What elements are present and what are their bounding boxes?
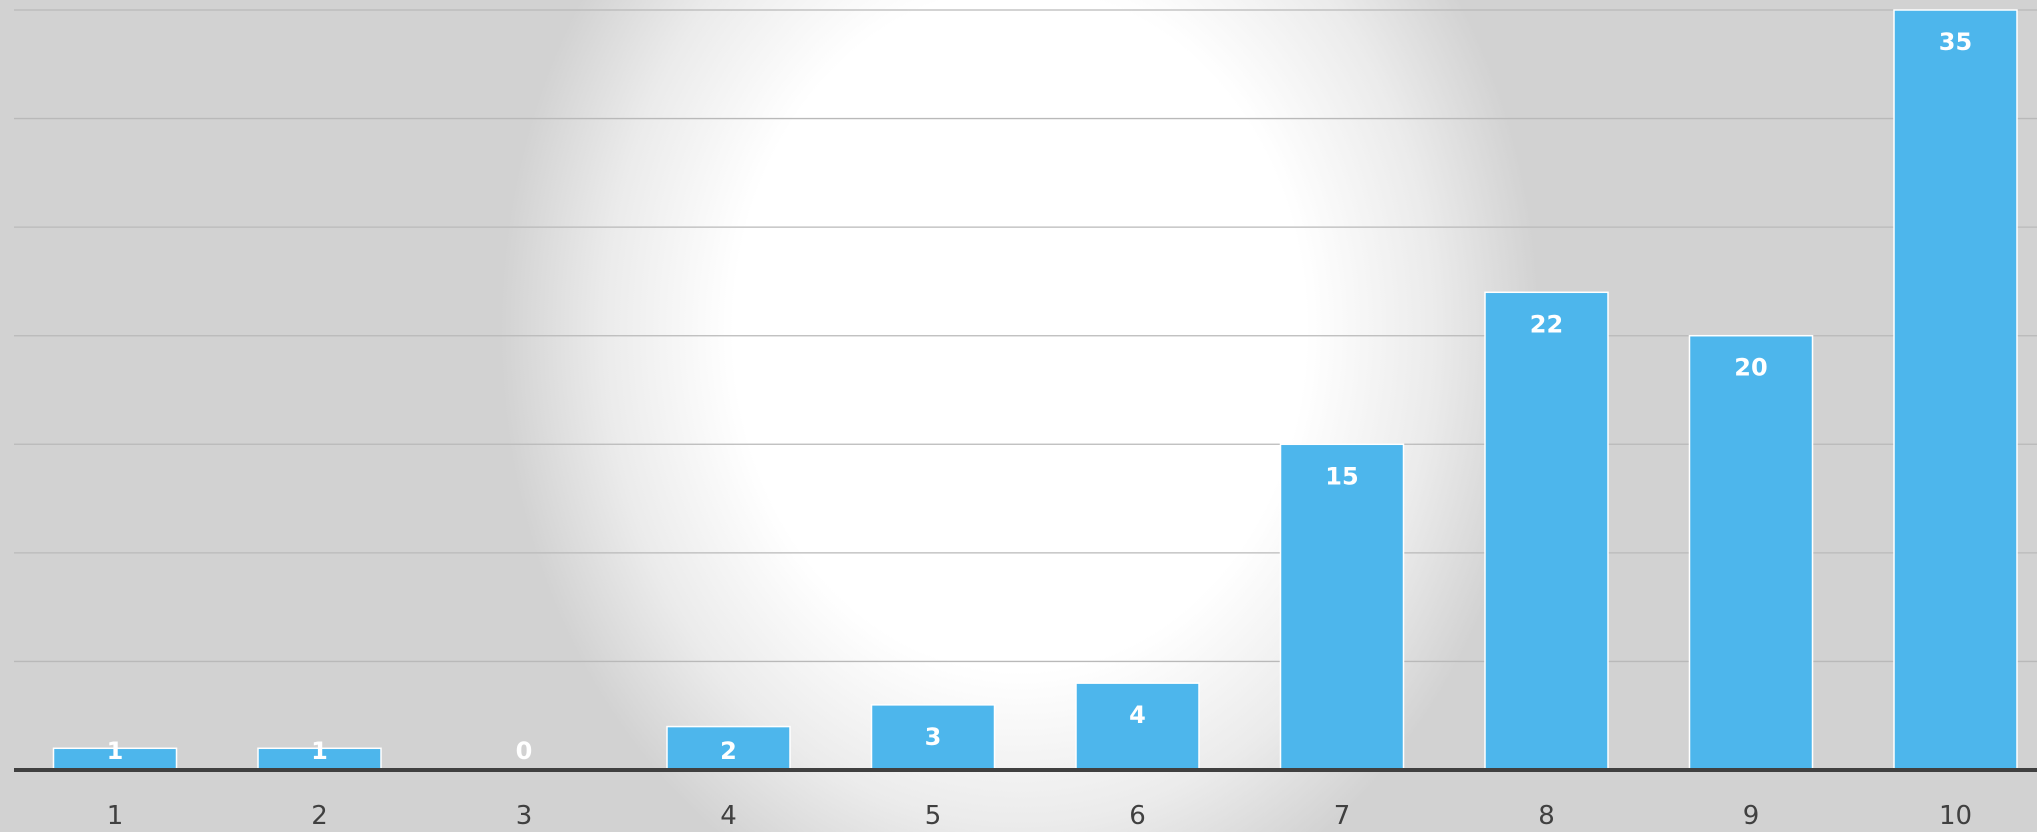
x-tick-label: 4	[720, 801, 737, 831]
gridlines	[14, 9, 2037, 663]
x-tick-label: 6	[1129, 801, 1146, 831]
x-tick-label: 2	[311, 801, 328, 831]
bar-data-label: 1	[311, 737, 328, 765]
bar	[1279, 443, 1405, 771]
x-tick-label: 5	[925, 801, 942, 831]
bar-data-label: 0	[516, 737, 533, 765]
x-tick-label: 1	[107, 801, 124, 831]
x-tick-label: 9	[1743, 801, 1760, 831]
x-tick-label: 7	[1334, 801, 1351, 831]
bar-data-label: 3	[925, 723, 942, 751]
x-axis-tick-labels: 1 2 3 4 5 6 7 8 9 10	[107, 801, 1972, 831]
x-tick-label: 8	[1538, 801, 1555, 831]
bar-data-label: 1	[107, 737, 124, 765]
bar	[1075, 682, 1200, 771]
bar-series	[52, 9, 2018, 771]
bar	[1893, 9, 2018, 771]
bar	[1688, 334, 1814, 771]
bar-data-label: 20	[1734, 354, 1767, 382]
bar	[1484, 291, 1609, 771]
x-tick-label: 3	[516, 801, 533, 831]
bar-data-label: 35	[1939, 28, 1972, 56]
bar-data-label: 22	[1530, 310, 1563, 338]
bar	[666, 725, 791, 771]
bar-data-label: 15	[1325, 462, 1358, 490]
bar-data-label: 2	[720, 737, 737, 765]
x-tick-label: 10	[1939, 801, 1972, 831]
data-labels: 1 1 0 2 3 4 15 22 20 35	[107, 28, 1973, 765]
bar-data-label: 4	[1129, 701, 1146, 729]
